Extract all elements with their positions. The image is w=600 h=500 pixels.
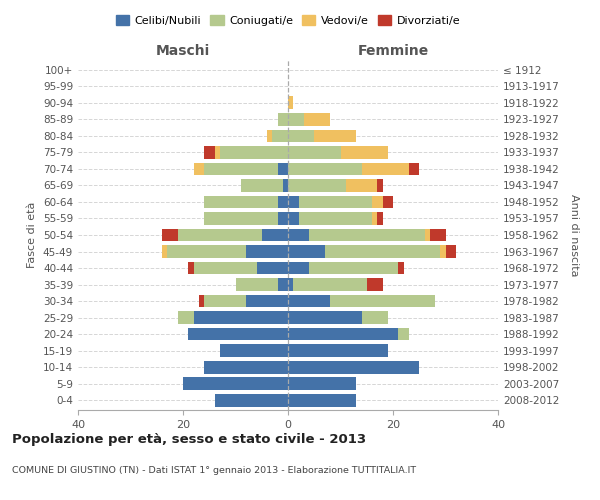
Bar	[425, 228, 430, 241]
Text: COMUNE DI GIUSTINO (TN) - Dati ISTAT 1° gennaio 2013 - Elaborazione TUTTITALIA.I: COMUNE DI GIUSTINO (TN) - Dati ISTAT 1° …	[12, 466, 416, 475]
Bar	[314, 130, 356, 142]
Y-axis label: Anni di nascita: Anni di nascita	[569, 194, 579, 276]
Bar	[178, 311, 193, 324]
Bar	[288, 311, 361, 324]
Bar	[215, 394, 288, 406]
Bar	[178, 228, 262, 241]
Bar	[288, 377, 356, 390]
Bar	[288, 228, 309, 241]
Bar	[193, 262, 257, 274]
Bar	[288, 179, 346, 192]
Bar	[398, 328, 409, 340]
Bar	[267, 130, 272, 142]
Bar	[162, 245, 167, 258]
Bar	[288, 162, 361, 175]
Bar	[235, 278, 277, 291]
Bar	[162, 228, 178, 241]
Text: Popolazione per età, sesso e stato civile - 2013: Popolazione per età, sesso e stato civil…	[12, 432, 366, 446]
Bar	[288, 344, 388, 357]
Bar	[367, 278, 383, 291]
Bar	[346, 179, 377, 192]
Bar	[204, 360, 288, 374]
Bar	[204, 212, 277, 225]
Bar	[288, 262, 309, 274]
Bar	[167, 245, 246, 258]
Bar	[220, 344, 288, 357]
Bar	[299, 212, 372, 225]
Text: Maschi: Maschi	[156, 44, 210, 59]
Bar	[361, 162, 409, 175]
Bar	[288, 394, 356, 406]
Bar	[288, 196, 299, 208]
Bar	[377, 179, 383, 192]
Bar	[288, 113, 304, 126]
Bar	[288, 294, 330, 308]
Bar	[204, 294, 246, 308]
Bar	[277, 113, 288, 126]
Bar	[193, 162, 204, 175]
Bar	[220, 146, 288, 159]
Bar	[409, 162, 419, 175]
Bar	[288, 146, 341, 159]
Bar	[288, 212, 299, 225]
Legend: Celibi/Nubili, Coniugati/e, Vedovi/e, Divorziati/e: Celibi/Nubili, Coniugati/e, Vedovi/e, Di…	[112, 10, 464, 30]
Bar	[204, 162, 277, 175]
Bar	[440, 245, 445, 258]
Bar	[193, 311, 288, 324]
Bar	[288, 328, 398, 340]
Bar	[288, 96, 293, 110]
Bar	[199, 294, 204, 308]
Bar	[246, 294, 288, 308]
Bar	[293, 278, 367, 291]
Bar	[304, 113, 330, 126]
Bar	[277, 212, 288, 225]
Bar	[430, 228, 445, 241]
Y-axis label: Fasce di età: Fasce di età	[28, 202, 37, 268]
Bar	[398, 262, 404, 274]
Bar	[277, 162, 288, 175]
Bar	[377, 212, 383, 225]
Bar	[277, 278, 288, 291]
Bar	[309, 262, 398, 274]
Bar	[445, 245, 456, 258]
Bar	[277, 196, 288, 208]
Bar	[325, 245, 440, 258]
Bar	[257, 262, 288, 274]
Bar	[288, 278, 293, 291]
Bar	[246, 245, 288, 258]
Bar	[309, 228, 425, 241]
Bar	[330, 294, 435, 308]
Bar	[188, 328, 288, 340]
Bar	[372, 196, 383, 208]
Bar	[288, 130, 314, 142]
Bar	[204, 196, 277, 208]
Bar	[299, 196, 372, 208]
Bar	[341, 146, 388, 159]
Bar	[183, 377, 288, 390]
Bar	[383, 196, 393, 208]
Bar	[188, 262, 193, 274]
Bar	[372, 212, 377, 225]
Bar	[361, 311, 388, 324]
Text: Femmine: Femmine	[358, 44, 428, 59]
Bar	[288, 360, 419, 374]
Bar	[272, 130, 288, 142]
Bar	[241, 179, 283, 192]
Bar	[288, 245, 325, 258]
Bar	[283, 179, 288, 192]
Bar	[204, 146, 215, 159]
Bar	[262, 228, 288, 241]
Bar	[215, 146, 220, 159]
